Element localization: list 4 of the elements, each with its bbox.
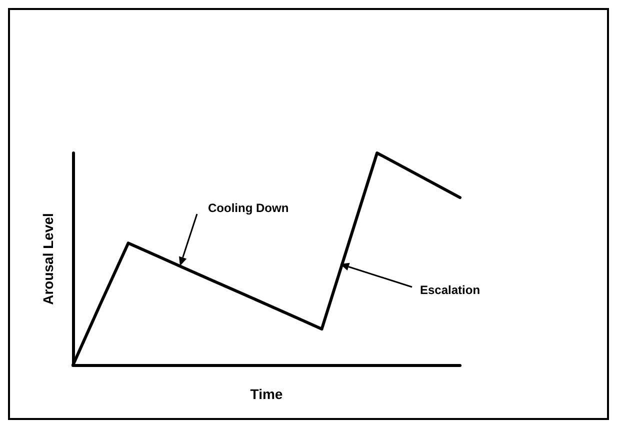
annotation: Cooling Down	[208, 201, 289, 215]
annotation: Escalation	[420, 283, 480, 297]
y-axis-title: Arousal Level	[40, 213, 56, 305]
x-axis-title: Time	[250, 386, 283, 402]
